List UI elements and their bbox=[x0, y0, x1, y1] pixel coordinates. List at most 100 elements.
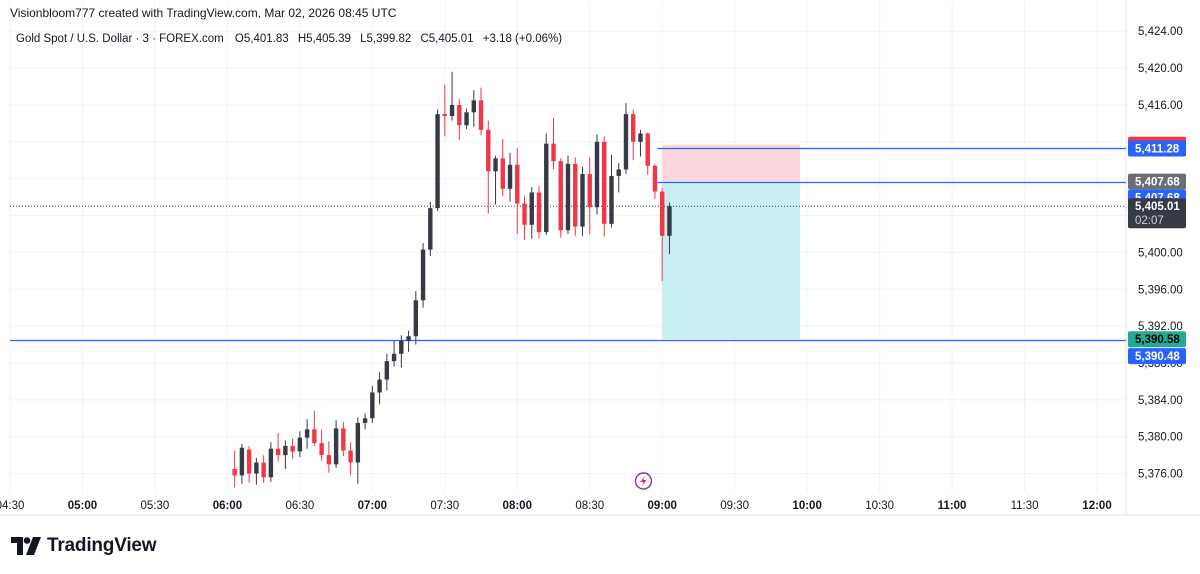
candle bbox=[362, 413, 368, 430]
time-tick-label: 05:30 bbox=[141, 500, 170, 512]
candle-body bbox=[275, 448, 281, 456]
candle bbox=[500, 139, 505, 197]
candle-body bbox=[493, 158, 498, 172]
candle bbox=[631, 109, 636, 161]
price-tick-label: 5,400.00 bbox=[1138, 247, 1183, 259]
time-tick-label: 09:00 bbox=[647, 500, 676, 512]
candle bbox=[232, 450, 237, 488]
candle bbox=[623, 103, 629, 175]
candle bbox=[420, 243, 426, 308]
candle bbox=[239, 444, 245, 484]
candle bbox=[609, 154, 614, 228]
lightning-glyph bbox=[640, 476, 647, 486]
time-axis[interactable]: 04:30 05:00 05:30 06:00 06:30 07:00 07:30 08:00… bbox=[0, 500, 1112, 512]
candle bbox=[246, 445, 252, 483]
candle-body bbox=[623, 114, 629, 170]
candle bbox=[399, 335, 404, 368]
symbol-legend[interactable]: Gold Spot / U.S. Dollar · 3 · FOREX.com … bbox=[16, 33, 562, 45]
candle-body bbox=[297, 437, 303, 452]
time-tick-label: 08:00 bbox=[503, 500, 532, 512]
candle-body bbox=[660, 191, 665, 236]
candle-body bbox=[261, 462, 266, 478]
candle bbox=[457, 99, 462, 140]
candle-body bbox=[536, 192, 542, 233]
candle bbox=[551, 117, 556, 170]
candle-body bbox=[449, 104, 455, 116]
candles-series bbox=[232, 71, 672, 488]
candle bbox=[391, 340, 397, 367]
candle bbox=[529, 186, 534, 239]
candle-body bbox=[399, 340, 404, 354]
candle-body bbox=[594, 141, 600, 208]
candle bbox=[304, 419, 310, 449]
candle bbox=[587, 157, 592, 234]
candle-body bbox=[515, 164, 520, 204]
candle-body bbox=[551, 143, 556, 162]
candle bbox=[493, 155, 498, 205]
candle bbox=[370, 386, 375, 423]
candle-body bbox=[268, 448, 274, 478]
candle-body bbox=[587, 174, 592, 208]
candle bbox=[486, 120, 491, 214]
tradingview-logo[interactable]: TradingView bbox=[11, 534, 157, 558]
legend-high: H5,405.39 bbox=[297, 33, 351, 45]
price-label-text: 5,390.58 bbox=[1135, 334, 1180, 346]
time-tick-label: 12:00 bbox=[1082, 500, 1111, 512]
candle bbox=[435, 109, 440, 211]
candle bbox=[449, 71, 455, 121]
candle bbox=[645, 132, 650, 175]
candle bbox=[573, 157, 578, 236]
candle-body bbox=[370, 392, 375, 419]
candle bbox=[652, 163, 658, 199]
time-tick-label: 11:00 bbox=[938, 500, 967, 512]
price-tick-label: 5,424.00 bbox=[1138, 26, 1183, 38]
candle-body bbox=[638, 133, 643, 142]
time-tick-label: 07:00 bbox=[358, 500, 387, 512]
candle-body bbox=[500, 158, 505, 189]
candle-body bbox=[457, 104, 462, 126]
candle bbox=[254, 457, 259, 485]
candle-body bbox=[609, 175, 614, 224]
candle-body bbox=[507, 164, 513, 189]
candle-body bbox=[428, 208, 433, 250]
candle-body bbox=[326, 455, 332, 465]
candle bbox=[471, 90, 476, 128]
candle bbox=[442, 84, 448, 137]
candle-body bbox=[319, 443, 324, 456]
candle bbox=[544, 133, 549, 235]
candle bbox=[355, 417, 361, 484]
countdown-label-text: 02:07 bbox=[1135, 215, 1164, 227]
price-label-bg bbox=[1128, 198, 1186, 229]
price-labels: 5,411.685,411.285,407.685,407.685,405.01… bbox=[1128, 136, 1186, 365]
candle-body bbox=[544, 143, 549, 233]
candle-body bbox=[232, 468, 237, 476]
event-marker[interactable] bbox=[634, 472, 653, 490]
position-tool[interactable] bbox=[662, 144, 800, 340]
candle bbox=[413, 291, 419, 345]
candle bbox=[638, 129, 643, 157]
take-profit-zone[interactable] bbox=[662, 181, 800, 340]
candle-body bbox=[602, 141, 607, 224]
time-tick-label: 06:30 bbox=[285, 500, 314, 512]
stop-loss-zone[interactable] bbox=[662, 144, 800, 182]
legend-close: C5,405.01 bbox=[420, 33, 474, 45]
candle bbox=[333, 420, 339, 469]
price-tick-label: 5,420.00 bbox=[1138, 63, 1183, 75]
legend-open: O5,401.83 bbox=[234, 33, 289, 45]
time-tick-label: 10:00 bbox=[792, 500, 821, 512]
candle-body bbox=[486, 129, 491, 172]
candle-body bbox=[348, 450, 353, 463]
candle bbox=[290, 438, 295, 459]
candle bbox=[522, 196, 527, 240]
price-label-bg bbox=[1128, 331, 1186, 348]
price-label-text: 5,411.28 bbox=[1135, 143, 1180, 155]
candle bbox=[326, 441, 332, 473]
candle bbox=[275, 433, 281, 462]
candle-body bbox=[239, 447, 245, 476]
candle-body bbox=[464, 112, 469, 126]
candle-body bbox=[312, 429, 317, 444]
attribution-text: Visionbloom777 created with TradingView.… bbox=[10, 6, 397, 20]
price-tick-label: 5,416.00 bbox=[1138, 100, 1183, 112]
candle-body bbox=[529, 192, 534, 225]
